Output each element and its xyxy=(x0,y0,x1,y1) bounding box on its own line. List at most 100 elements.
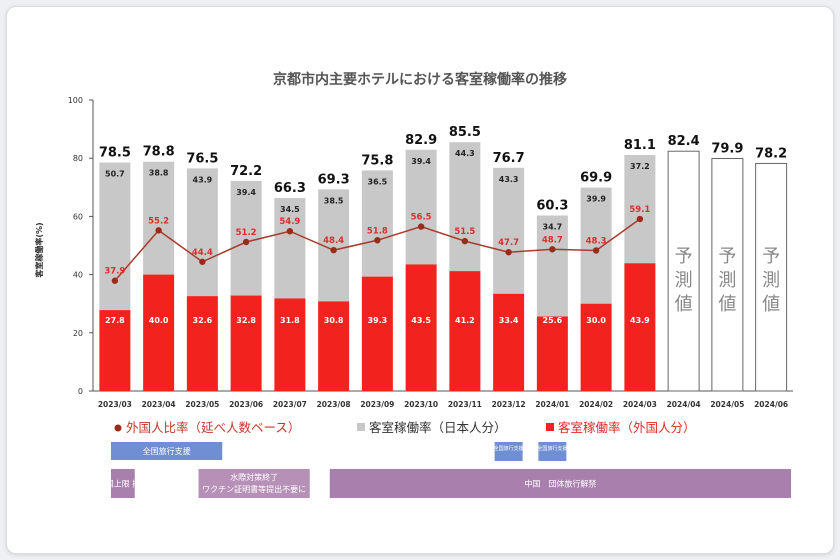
banner-text: 中国 団体旅行解禁 xyxy=(524,479,596,489)
data-label-japanese: 34.7 xyxy=(543,223,563,232)
ratio-point xyxy=(286,228,294,235)
ratio-label: 59.1 xyxy=(629,205,650,215)
forecast-label-char: 予 xyxy=(675,246,693,267)
x-tick-label: 2023/11 xyxy=(448,400,482,409)
data-label-japanese: 43.3 xyxy=(499,175,519,184)
bar-foreign xyxy=(580,303,612,391)
chart-title: 京都市内主要ホテルにおける客室稼働率の推移 xyxy=(273,71,567,88)
total-label: 82.4 xyxy=(668,134,700,149)
data-label-japanese: 37.2 xyxy=(630,162,650,171)
ratio-point xyxy=(592,247,600,254)
bar-japanese xyxy=(580,187,612,304)
bar-foreign xyxy=(493,293,525,391)
data-label-japanese: 38.8 xyxy=(149,169,169,178)
ratio-point xyxy=(242,238,250,246)
ratio-point xyxy=(330,246,337,254)
ratio-point xyxy=(505,248,512,256)
total-label: 75.8 xyxy=(361,153,393,168)
data-label-foreign: 32.8 xyxy=(236,316,256,325)
bar-foreign xyxy=(143,274,175,391)
bar-foreign xyxy=(624,263,656,391)
forecast-label-char: 値 xyxy=(675,294,693,315)
bar-foreign xyxy=(405,264,437,391)
total-label: 82.9 xyxy=(405,133,437,148)
bar-japanese xyxy=(186,168,218,297)
data-label-foreign: 43.9 xyxy=(630,316,650,325)
y-tick-label: 20 xyxy=(73,329,83,338)
total-label: 69.9 xyxy=(580,171,612,186)
y-tick-label: 100 xyxy=(68,96,83,105)
y-axis-title: 客室稼働率(%) xyxy=(34,222,44,278)
ratio-point xyxy=(461,237,469,245)
x-tick-label: 2023/08 xyxy=(317,400,351,409)
data-label-japanese: 34.5 xyxy=(280,205,300,214)
banner-text: 全国旅行支援 xyxy=(143,446,191,456)
ratio-label: 51.8 xyxy=(367,226,388,236)
total-label: 79.9 xyxy=(711,141,743,156)
data-label-foreign: 33.4 xyxy=(499,316,519,325)
x-tick-label: 2023/06 xyxy=(229,400,263,409)
ratio-label: 37.9 xyxy=(104,267,125,277)
ratio-point xyxy=(374,237,381,244)
data-label-foreign: 41.2 xyxy=(455,316,475,325)
bar-foreign xyxy=(230,295,262,391)
total-label: 69.3 xyxy=(318,172,350,187)
total-label: 60.3 xyxy=(536,199,568,214)
total-label: 78.8 xyxy=(143,145,175,160)
total-label: 72.2 xyxy=(230,164,262,179)
data-label-foreign: 27.8 xyxy=(105,316,125,325)
bar-japanese xyxy=(536,215,568,317)
bar-foreign xyxy=(536,316,568,391)
banner xyxy=(198,469,310,498)
bar-foreign xyxy=(449,271,481,391)
x-tick-label: 2023/04 xyxy=(142,400,176,409)
total-label: 78.2 xyxy=(755,146,787,161)
x-tick-label: 2024/04 xyxy=(667,400,701,409)
bar-japanese xyxy=(405,149,437,265)
forecast-label-char: 測 xyxy=(718,270,736,291)
data-label-foreign: 32.6 xyxy=(193,316,213,325)
legend-japanese-swatch xyxy=(357,423,365,431)
forecast-bar xyxy=(711,157,744,392)
banner-subtext: ワクチン証明書等提出不要に xyxy=(202,484,306,494)
forecast-label-char: 予 xyxy=(762,246,780,267)
bar-japanese xyxy=(493,167,525,294)
data-label-foreign: 40.0 xyxy=(149,316,169,325)
ratio-point xyxy=(199,258,206,265)
y-tick-label: 60 xyxy=(73,212,83,221)
x-tick-label: 2024/06 xyxy=(754,400,788,409)
y-tick-label: 0 xyxy=(78,387,83,396)
forecast-bar xyxy=(755,162,788,392)
legend-ratio-marker xyxy=(114,424,122,432)
data-label-japanese: 39.4 xyxy=(411,157,431,166)
ratio-label: 51.5 xyxy=(454,227,475,237)
data-label-japanese: 39.9 xyxy=(586,195,606,204)
total-label: 66.3 xyxy=(274,181,306,196)
forecast-label-char: 測 xyxy=(762,270,780,291)
ratio-point xyxy=(549,246,556,253)
legend-foreign-label: 客室稼働率（外国人分） xyxy=(558,420,696,435)
banner xyxy=(111,469,135,498)
ratio-point xyxy=(111,277,119,284)
data-label-japanese: 39.4 xyxy=(236,188,256,197)
banner-text: 水際対策終了 xyxy=(230,472,278,482)
ratio-label: 48.7 xyxy=(542,235,563,245)
legend-japanese-label: 客室稼働率（日本人分） xyxy=(369,420,507,435)
data-label-japanese: 43.9 xyxy=(193,175,213,184)
data-label-japanese: 38.5 xyxy=(324,196,344,205)
banner xyxy=(329,469,791,498)
legend-ratio-label: 外国人比率（延べ人数ベース） xyxy=(126,420,300,435)
x-tick-label: 2023/09 xyxy=(360,400,394,409)
ratio-label: 44.4 xyxy=(192,248,213,258)
ratio-point xyxy=(636,215,644,223)
ratio-label: 51.2 xyxy=(236,228,257,238)
legend-foreign-swatch xyxy=(546,423,554,431)
total-label: 76.5 xyxy=(186,151,218,166)
bar-japanese xyxy=(230,180,262,296)
bar-foreign xyxy=(318,301,350,391)
forecast-label-char: 値 xyxy=(718,294,736,315)
ratio-label: 56.5 xyxy=(411,213,432,223)
data-label-foreign: 39.3 xyxy=(368,316,388,325)
data-label-foreign: 31.8 xyxy=(280,316,300,325)
